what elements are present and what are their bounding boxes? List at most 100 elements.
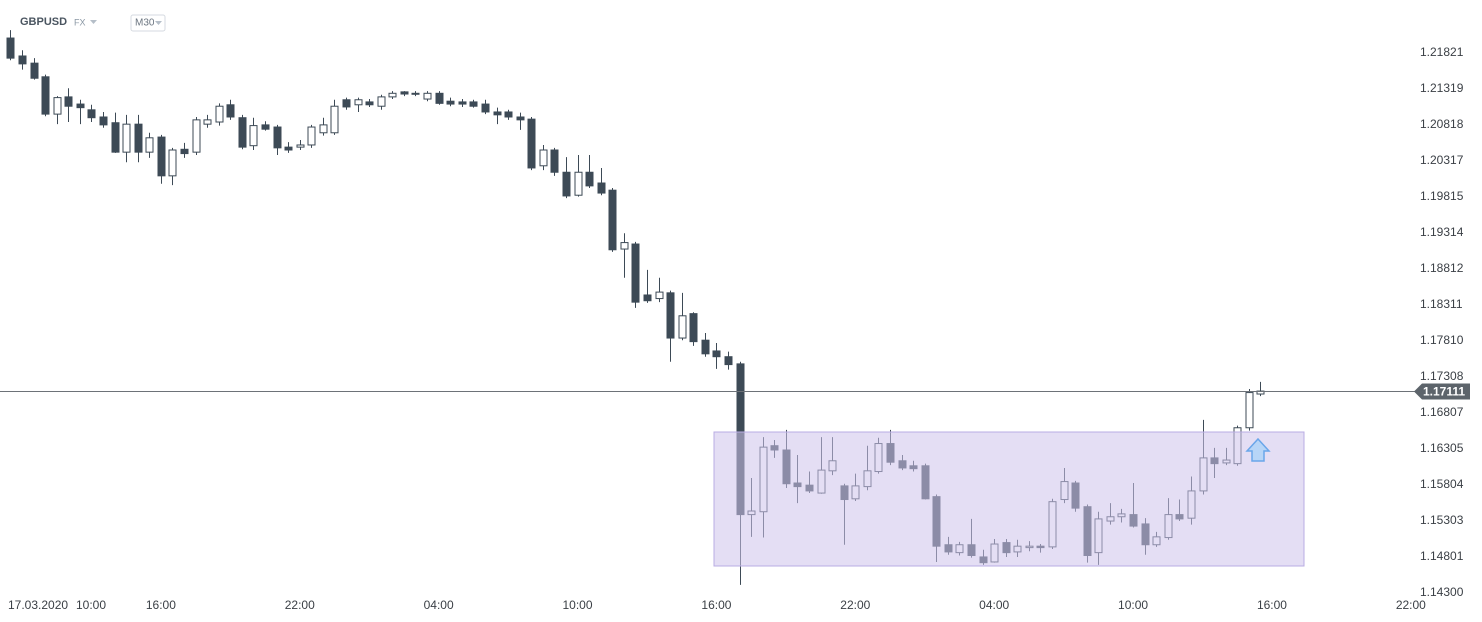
candle-body-down — [342, 99, 351, 108]
x-tick-label: 04:00 — [979, 598, 1009, 612]
market: FX — [74, 17, 86, 27]
candle-body-up — [145, 137, 154, 153]
candle-body-down — [64, 96, 73, 107]
candle-body-down — [261, 124, 270, 130]
candle-body-up — [330, 105, 339, 134]
candle-body-up — [168, 149, 177, 177]
candle-body-up — [655, 291, 664, 300]
candle-body-up — [249, 125, 258, 147]
candle-body-down — [516, 116, 525, 121]
range-zone[interactable] — [713, 431, 1305, 567]
candle-body-down — [157, 136, 166, 177]
arrow-shape — [1245, 437, 1271, 462]
y-tick-label: 1.20818 — [1420, 117, 1464, 131]
y-tick-label: 1.20317 — [1420, 153, 1464, 167]
candle-body-up — [388, 92, 397, 98]
breakout-arrow[interactable] — [1245, 437, 1271, 462]
y-tick-label: 1.15804 — [1420, 477, 1464, 491]
y-tick-label: 1.14300 — [1420, 585, 1464, 599]
candle-body-down — [111, 122, 120, 153]
axes: 1.21821 1.21319 1.20818 1.20317 1.19815 1.193… — [8, 45, 1464, 612]
y-tick-label: 1.21319 — [1420, 81, 1464, 95]
symbol-dropdown[interactable] — [90, 20, 97, 24]
candle-body-down — [712, 350, 721, 358]
candle-body-down — [689, 313, 698, 343]
header: GBPUSD FX M30 — [20, 14, 166, 32]
candle-body-down — [643, 294, 652, 302]
candle-body-down — [238, 117, 247, 148]
y-tick-label: 1.14801 — [1420, 549, 1464, 563]
candle-body-down — [631, 243, 640, 303]
candle-body-down — [226, 104, 235, 118]
candle-body-down — [527, 118, 536, 169]
y-tick-label: 1.18311 — [1420, 297, 1463, 311]
y-tick-label: 1.18812 — [1420, 261, 1464, 275]
candle-body-down — [435, 92, 444, 104]
candle-body-up — [1245, 392, 1254, 429]
x-tick-label: 22:00 — [1396, 598, 1426, 612]
candle-body-down — [724, 356, 733, 366]
timeframe-button[interactable] — [130, 14, 166, 32]
candle-body-down — [585, 171, 594, 187]
x-tick-label: 10:00 — [563, 598, 593, 612]
candle-body-down — [273, 126, 282, 149]
candle-body-down — [400, 91, 409, 95]
candle-body-up — [203, 119, 212, 125]
symbol[interactable]: GBPUSD — [20, 16, 67, 28]
candle-body-up — [122, 123, 131, 153]
candle-body-up — [354, 99, 363, 106]
candle-body-down — [18, 55, 27, 65]
x-tick-label: 22:00 — [840, 598, 870, 612]
candle-body-down — [550, 149, 559, 173]
candle-body-up — [411, 92, 420, 95]
candle-body-down — [134, 123, 143, 153]
y-tick-label: 1.16807 — [1420, 405, 1464, 419]
candle-body-up — [377, 96, 386, 107]
current-price-tag — [1414, 383, 1470, 400]
x-tick-label: 22:00 — [285, 598, 315, 612]
candle-body-down — [493, 111, 502, 116]
candle-body-up — [574, 171, 583, 196]
y-tick-label: 1.17810 — [1420, 333, 1464, 347]
candle-body-down — [481, 103, 490, 113]
candle-body-up — [53, 97, 62, 115]
y-tick-label: 1.21821 — [1420, 45, 1464, 59]
candle-body-down — [6, 37, 15, 59]
candle-body-up — [678, 315, 687, 339]
x-tick-label: 16:00 — [1257, 598, 1287, 612]
candle-body-up — [539, 149, 548, 167]
x-tick-label: 10:00 — [76, 598, 106, 612]
candle-body-down — [446, 100, 455, 105]
price-overlay: 1.17111 — [0, 383, 1470, 400]
y-tick-label: 1.15303 — [1420, 513, 1464, 527]
candle-body-up — [423, 92, 432, 100]
candle-body-down — [666, 292, 675, 339]
candle-body-down — [597, 182, 606, 194]
candle-body-down — [41, 76, 50, 115]
x-tick-label: 04:00 — [424, 598, 454, 612]
y-tick-label: 1.17308 — [1420, 369, 1464, 383]
x-date-label: 17.03.2020 — [8, 598, 68, 612]
candle-body-down — [76, 103, 85, 109]
candle-body-down — [180, 148, 189, 155]
x-tick-label: 16:00 — [146, 598, 176, 612]
y-tick-label: 1.16305 — [1420, 441, 1464, 455]
y-tick-label: 1.19314 — [1420, 225, 1464, 239]
timeframe-dropdown — [155, 21, 162, 25]
candle-body-up — [192, 119, 201, 153]
candle-body-down — [562, 171, 571, 197]
candle-body-up — [307, 126, 316, 146]
candle-body-down — [469, 101, 478, 107]
candle-body-down — [87, 109, 96, 119]
candle-body-down — [504, 111, 513, 118]
candle-body-up — [296, 144, 305, 148]
timeframe: M30 — [135, 18, 155, 29]
x-tick-label: 16:00 — [701, 598, 731, 612]
candle-body-down — [701, 339, 710, 355]
candle-body-down — [30, 62, 39, 79]
candle-body-down — [608, 189, 617, 251]
candle-body-down — [284, 146, 293, 151]
